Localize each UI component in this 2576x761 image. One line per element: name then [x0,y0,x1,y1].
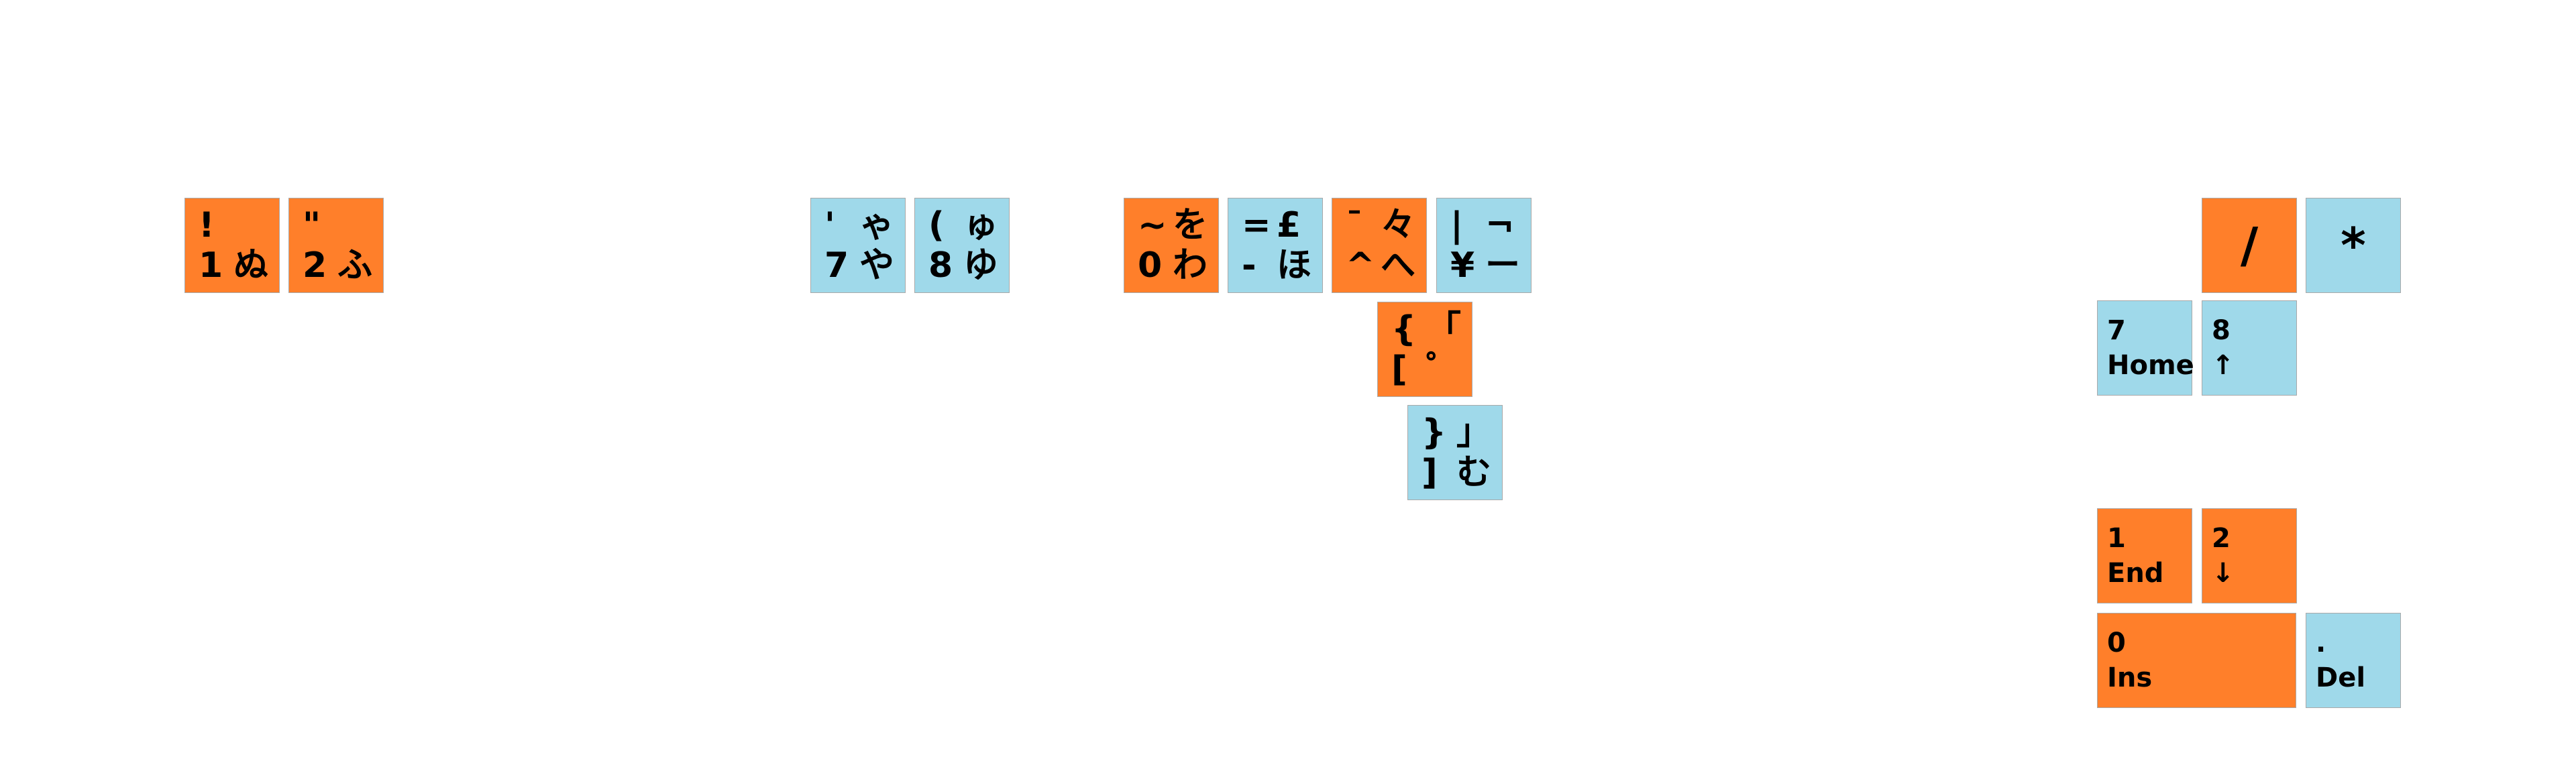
key-2-fu-legend-tl: " [303,205,321,245]
numpad-2-down-legend-l1: 2 [2212,523,2231,554]
key-bracket-close-legend-tr: 」 [1456,412,1492,453]
key-bracket-close-legend-br: む [1456,453,1492,493]
key-7-ya-legend-br: や [859,245,895,286]
key-caret-he: ¯ 々 ^ へ [1332,198,1427,293]
key-bracket-close: }」] む [1407,405,1503,500]
numpad-1-end-legend-l2: End [2107,558,2164,589]
key-0-wa-legend-bl: 0 [1138,245,1163,286]
numpad-7-home-legend-l1: 7 [2107,315,2126,346]
numpad-0-ins-legend-l2: Ins [2107,662,2153,693]
key-bracket-open-legend-tl: { [1391,309,1417,349]
numpad-8-up-legend-l1: 8 [2212,315,2231,346]
key-minus-ho-legend-br: ほ [1277,245,1312,286]
numpad-dot-del-legend-l1: . [2316,628,2326,658]
numpad-1-end: 1 End [2097,508,2192,603]
key-1-nu-legend-br: ぬ [233,245,269,286]
key-bracket-open-legend-br: ゜ [1426,349,1462,390]
numpad-divide-legend-c: / [2240,217,2259,274]
key-caret-he-legend-br: へ [1381,245,1416,286]
key-8-yu: ( ゅ 8 ゆ [914,198,1010,293]
numpad-multiply: * [2306,198,2401,293]
key-bracket-open-legend-tr: 「 [1426,309,1462,349]
key-yen-legend-br: ー [1485,245,1521,286]
key-8-yu-legend-bl: 8 [928,245,953,286]
numpad-7-home: 7 Home [2097,300,2194,396]
key-bracket-close-legend-tl: } [1421,412,1447,453]
key-8-yu-legend-br: ゆ [963,245,999,286]
key-7-ya-legend-bl: 7 [824,245,849,286]
key-2-fu: " 2 ふ [288,198,384,293]
numpad-0-ins: 0 Ins [2097,613,2296,708]
numpad-2-down: 2 ↓ [2202,508,2297,603]
numpad-multiply-legend-c: * [2341,217,2366,274]
key-minus-ho-legend-bl: - [1242,245,1256,286]
key-yen-legend-tl: | [1450,205,1463,245]
key-1-nu: ! 1 ぬ [184,198,280,293]
numpad-1-end-legend-l1: 1 [2107,523,2126,554]
key-bracket-open-legend-bl: [ [1391,349,1407,390]
key-0-wa-legend-tr: を [1173,205,1208,245]
numpad-dot-del-legend-l2: Del [2316,662,2366,693]
key-7-ya: ' ゃ 7 や [810,198,906,293]
key-8-yu-legend-tr: ゅ [963,205,999,245]
key-minus-ho-legend-tl: = [1242,205,1271,245]
key-7-ya-legend-tl: ' [824,205,835,245]
key-yen-legend-bl: ¥ [1450,245,1475,286]
key-0-wa-legend-br: わ [1173,245,1208,286]
key-minus-ho-legend-tr: £ [1277,205,1301,245]
numpad-2-down-legend-l2: ↓ [2212,558,2235,589]
key-bracket-close-legend-bl: ] [1421,453,1438,493]
key-caret-he-legend-tl: ¯ [1346,205,1363,245]
key-yen: | ¬ ¥ ー [1436,198,1532,293]
key-2-fu-legend-bl: 2 [303,245,327,286]
key-7-ya-legend-tr: ゃ [859,205,895,245]
key-0-wa: ~ を 0 わ [1124,198,1219,293]
numpad-dot-del: . Del [2306,613,2401,708]
key-1-nu-legend-bl: 1 [199,245,223,286]
numpad-7-home-legend-l2: Home [2107,350,2194,381]
numpad-0-ins-legend-l1: 0 [2107,628,2126,658]
key-bracket-open: {「 [ ゜ [1377,302,1472,397]
numpad-8-up: 8 ↑ [2202,300,2297,396]
numpad-8-up-legend-l2: ↑ [2212,350,2235,381]
key-8-yu-legend-tl: ( [928,205,945,245]
key-0-wa-legend-tl: ~ [1138,205,1167,245]
key-caret-he-legend-bl: ^ [1346,245,1375,286]
key-caret-he-legend-tr: 々 [1381,205,1416,245]
key-1-nu-legend-tl: ! [199,205,215,245]
numpad-divide: / [2202,198,2297,293]
key-minus-ho: = £ - ほ [1228,198,1323,293]
key-2-fu-legend-br: ふ [337,245,373,286]
key-yen-legend-tr: ¬ [1485,205,1515,245]
